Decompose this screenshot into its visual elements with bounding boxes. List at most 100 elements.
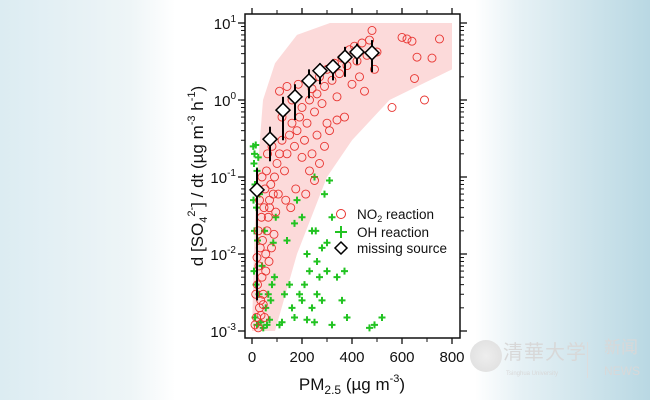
oh-point xyxy=(341,267,348,275)
oh-point xyxy=(378,313,386,321)
no2-point xyxy=(332,115,342,125)
no2-point xyxy=(281,195,291,205)
no2-point xyxy=(259,203,269,213)
logo-divider xyxy=(587,342,588,378)
y-tick-label: 100 xyxy=(214,91,237,110)
logo-news-chinese: 新闻 xyxy=(604,338,638,357)
oh-point xyxy=(298,213,306,221)
no2-point xyxy=(290,141,299,151)
no2-point xyxy=(268,189,278,199)
no2-point xyxy=(315,158,324,168)
oh-point xyxy=(343,313,351,321)
oh-point xyxy=(323,239,331,247)
oh-point xyxy=(303,316,311,324)
x-tick-label: 800 xyxy=(439,349,464,366)
y-axis-label: d [SO42-] / dt (µg m-3 h-1) xyxy=(186,86,210,266)
no2-point xyxy=(387,103,397,112)
no2-point xyxy=(269,229,279,239)
no2-point xyxy=(258,300,268,310)
oh-point xyxy=(267,296,275,304)
no2-point xyxy=(251,289,261,299)
no2-point xyxy=(282,81,292,91)
legend-oh-label: OH reaction xyxy=(357,225,429,240)
no2-point xyxy=(435,34,444,44)
no2-point xyxy=(266,180,276,189)
logo-english-text: Tsinghua University xyxy=(506,371,559,377)
no2-point xyxy=(410,74,419,83)
no2-point xyxy=(302,118,312,128)
university-seal-icon xyxy=(470,340,502,372)
y-tick-label: 10-2 xyxy=(210,245,236,264)
no2-point xyxy=(287,118,297,128)
no2-point xyxy=(312,89,322,99)
shaded-band xyxy=(252,23,452,331)
no2-point xyxy=(420,95,429,105)
no2-point xyxy=(310,176,319,185)
oh-point xyxy=(323,267,331,275)
oh-point xyxy=(321,190,328,198)
no2-point xyxy=(280,166,289,176)
legend: NO2 reaction OH reaction missing source xyxy=(333,207,447,256)
no2-point xyxy=(397,32,407,42)
no2-point xyxy=(255,195,264,205)
legend-plus-marker xyxy=(335,226,347,238)
no2-point xyxy=(271,207,281,217)
oh-point xyxy=(288,304,296,312)
missing-source-point xyxy=(324,58,342,75)
oh-point xyxy=(271,273,278,281)
oh-point xyxy=(293,196,301,204)
oh-point xyxy=(306,267,313,275)
no2-point xyxy=(297,152,307,162)
oh-point xyxy=(283,236,291,244)
missing-source-series xyxy=(248,40,381,301)
no2-point xyxy=(267,243,276,253)
missing-source-point xyxy=(336,49,354,66)
oh-point xyxy=(326,177,333,185)
oh-point xyxy=(286,281,293,289)
no2-point xyxy=(261,266,271,276)
no2-point xyxy=(291,184,301,194)
oh-point xyxy=(252,141,260,149)
no2-point xyxy=(262,166,271,176)
no2-point xyxy=(335,69,344,79)
oh-point xyxy=(338,296,346,304)
no2-point xyxy=(427,53,437,63)
missing-source-point xyxy=(300,72,318,89)
logo-news-english: NEWS xyxy=(604,364,640,378)
missing-source-point xyxy=(286,88,304,105)
no2-point xyxy=(262,226,272,236)
oh-point xyxy=(318,244,326,252)
axis-ticks xyxy=(238,8,467,344)
no2-point xyxy=(253,226,263,236)
oh-point xyxy=(313,290,321,298)
no2-point xyxy=(355,72,364,82)
oh-point xyxy=(303,250,311,258)
y-tick-labels: 10-3 10-2 10-1 100 101 xyxy=(210,14,236,341)
oh-point xyxy=(301,281,308,289)
no2-point xyxy=(365,35,374,45)
x-tick-label: 0 xyxy=(248,349,256,366)
legend-circle-marker xyxy=(336,209,346,219)
no2-point xyxy=(370,64,379,74)
oh-point xyxy=(269,239,277,247)
oh-point xyxy=(308,304,316,312)
oh-point xyxy=(268,281,276,289)
no2-point xyxy=(258,289,268,299)
no2-point xyxy=(263,149,272,159)
oh-point xyxy=(316,273,323,281)
oh-point xyxy=(264,290,272,298)
oh-point xyxy=(328,321,336,329)
no2-point xyxy=(292,126,302,136)
no2-point xyxy=(258,235,267,245)
oh-point xyxy=(291,313,298,321)
no2-point xyxy=(340,112,349,122)
missing-source-point xyxy=(274,102,292,119)
legend-missing-label: missing source xyxy=(357,241,447,256)
no2-point xyxy=(312,130,322,140)
no2-point xyxy=(297,103,307,112)
no2-point xyxy=(270,172,279,182)
oh-point xyxy=(371,321,378,329)
x-axis-label: PM2.5 (µg m-3) xyxy=(299,373,405,397)
missing-source-point xyxy=(261,131,279,148)
